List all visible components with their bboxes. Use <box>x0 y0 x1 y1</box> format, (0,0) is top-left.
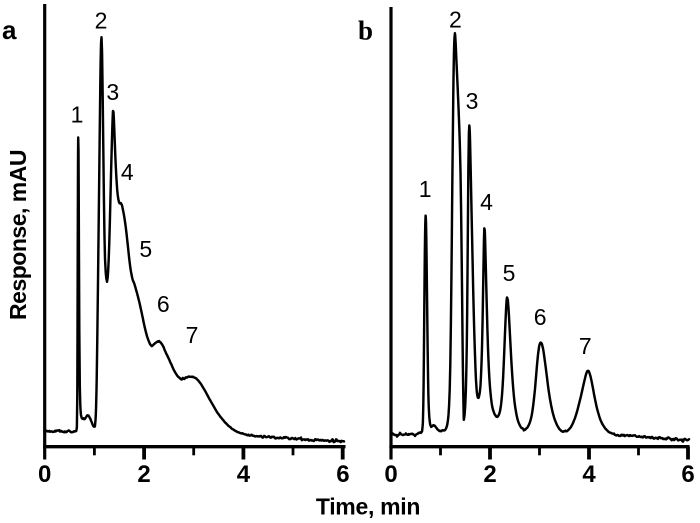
svg-text:2: 2 <box>95 8 108 34</box>
svg-text:2: 2 <box>137 461 150 488</box>
svg-text:3: 3 <box>106 79 119 105</box>
svg-text:5: 5 <box>139 236 152 262</box>
svg-text:4: 4 <box>237 461 251 488</box>
svg-text:6: 6 <box>336 461 349 488</box>
svg-text:3: 3 <box>466 88 479 114</box>
svg-text:5: 5 <box>503 260 516 286</box>
svg-text:4: 4 <box>121 159 134 185</box>
svg-text:6: 6 <box>534 304 547 330</box>
svg-text:1: 1 <box>71 102 84 128</box>
svg-text:a: a <box>2 15 17 45</box>
svg-text:Response, mAU: Response, mAU <box>5 150 31 320</box>
svg-text:1: 1 <box>419 176 432 202</box>
svg-text:4: 4 <box>582 461 596 488</box>
svg-text:6: 6 <box>157 291 170 317</box>
svg-text:b: b <box>358 16 373 46</box>
svg-text:7: 7 <box>579 333 592 359</box>
svg-text:2: 2 <box>449 7 462 33</box>
svg-text:0: 0 <box>38 461 51 488</box>
svg-text:2: 2 <box>483 461 496 488</box>
svg-text:7: 7 <box>186 322 199 348</box>
svg-text:4: 4 <box>480 189 493 215</box>
svg-text:6: 6 <box>681 461 694 488</box>
svg-text:0: 0 <box>384 461 397 488</box>
svg-text:Time, min: Time, min <box>316 494 420 520</box>
